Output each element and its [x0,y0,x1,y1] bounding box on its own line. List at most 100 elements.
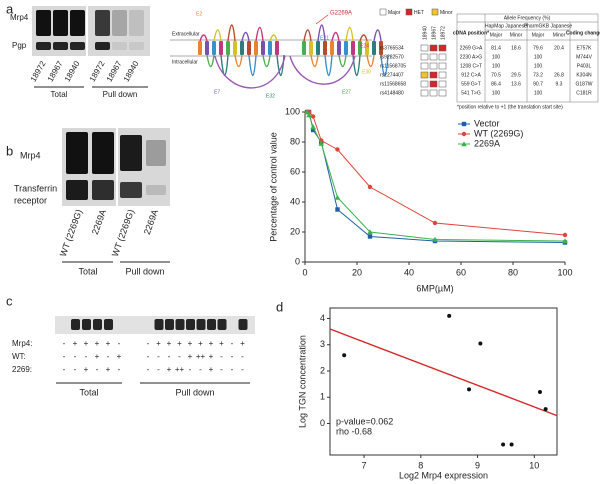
lane-label: WT (2269G) [110,208,136,258]
blot-row-label: Mrp4 [10,13,29,22]
helix [337,41,341,55]
footnote: *position relative to +1 (the translatio… [457,104,563,110]
loop [310,54,319,68]
genotype-cell [429,71,438,79]
blot-band [66,132,88,174]
legend-swatch [379,8,387,16]
frequency: 100 [492,63,501,69]
treatment-sign: + [167,365,172,374]
legend-label: Major [388,10,401,16]
treatment-sign: + [106,339,111,348]
x-tick-label: 8 [418,460,423,470]
frequency: 100 [534,90,543,96]
treatment-sign: + [106,365,111,374]
frequency: 29.5 [511,72,521,78]
treatment-sign: - [147,365,150,374]
blot-band [196,319,206,330]
x-tick-label: 100 [557,267,572,277]
x-tick-label: 9 [475,460,480,470]
data-point [310,114,316,119]
genotype-cell [420,62,429,70]
treatment-sign: - [178,352,181,361]
blot [32,6,150,56]
blot-band [92,132,114,174]
y-tick-label: 80 [290,136,300,146]
helix [372,41,376,55]
treatment-sign: + [156,339,161,348]
loop [248,54,257,77]
legend-label: 2269A [474,138,500,148]
frequency: 9.3 [556,81,563,87]
loop-label: E24 [360,43,369,49]
frequency: 86.4 [491,81,501,87]
blot-band [217,319,227,330]
data-point [306,112,312,118]
legend-label: WT (2269G) [474,128,523,138]
loop [380,54,389,77]
helix [247,41,251,55]
treatment-sign: - [231,339,234,348]
blot-band [71,319,80,330]
treatment-sign: - [220,352,223,361]
data-point [467,387,472,392]
table-header: PharmGKB Japanese [524,23,573,29]
plot-frame [329,307,558,456]
frequency: 90.7 [533,81,543,87]
row-label: 2269: [12,365,32,374]
x-tick-label: 60 [456,267,466,277]
cdna-position: 2230 A>G [460,54,482,60]
treatment-sign: + [188,339,193,348]
group-label: Pull down [125,266,164,276]
helix [379,41,383,55]
blot-band [82,319,91,330]
blot-row-label: Mrp4 [20,150,41,160]
blot-band [120,182,142,198]
lane-label: 18972 [29,59,48,83]
blot-band [104,319,113,330]
helix [351,41,355,55]
genotype-cell [420,80,429,88]
blot-band [93,319,102,330]
y-axis-label: Log TGN concentration [297,335,307,428]
blot-band [129,42,144,50]
data-point [342,353,347,358]
group-label: Pull down [175,387,214,397]
data-point [334,194,341,200]
loop [366,54,375,68]
blot-band [207,319,216,330]
blot-band [175,319,185,330]
x-tick-label: 10 [529,460,539,470]
helix [302,41,306,55]
blot-band [112,42,127,50]
genotype-cell [438,80,447,88]
frequency: 26.8 [554,72,564,78]
treatment-sign: - [231,365,234,374]
frequency: 20.4 [554,45,564,51]
genotype-cell [438,71,447,79]
legend-label: Minor [440,10,453,16]
genotype-cell [438,53,447,61]
y-axis-label: Percentage of control value [268,132,278,242]
blot-band [92,180,114,200]
treatment-sign: - [147,352,150,361]
data-point [335,207,340,212]
topology-label: Intracellular [172,59,198,65]
panel-label: d [276,299,283,314]
x-tick-label: 0 [302,267,307,277]
blot-band [129,10,144,36]
sample-label: 18967 [431,26,437,40]
cdna-position: 559 G>T [461,81,481,87]
x-tick-label: 40 [404,267,414,277]
data-point [367,184,373,190]
y-tick-label: 100 [285,106,300,116]
data-point [501,442,506,447]
treatment-sign: + [198,339,203,348]
table-header: Major [490,32,503,38]
helix [212,41,216,55]
y-tick-label: 2 [320,365,325,375]
loop [373,29,382,42]
legend-swatch [405,8,413,16]
coding-change: M744V [576,54,593,60]
loop [303,29,312,42]
